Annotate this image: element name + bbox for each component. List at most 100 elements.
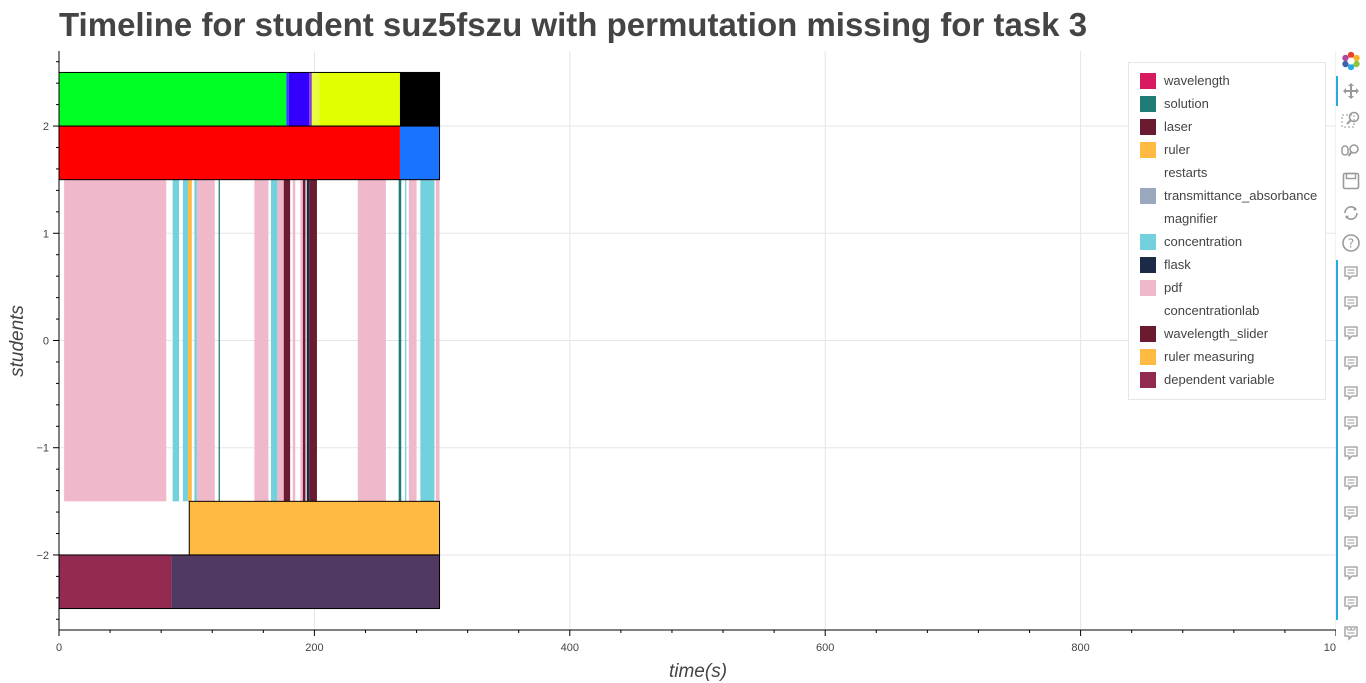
legend-label: wavelength — [1164, 73, 1230, 88]
legend-item[interactable]: ruler measuring — [1140, 345, 1254, 368]
legend-label: laser — [1164, 119, 1193, 134]
toolbar-active-indicator — [1336, 76, 1338, 106]
legend-label: concentrationlab — [1164, 303, 1260, 318]
x-tick-label: 800 — [1071, 642, 1089, 654]
legend-swatch — [1140, 72, 1156, 89]
timeline-segment — [399, 72, 440, 127]
legend-item[interactable]: wavelength_slider — [1140, 322, 1268, 345]
hover-tool-icon[interactable] — [1340, 592, 1362, 614]
timeline-segment — [283, 179, 291, 502]
legend-label: concentration — [1164, 234, 1243, 249]
legend-item[interactable]: ruler — [1140, 138, 1190, 161]
hover-tool-icon[interactable] — [1340, 502, 1362, 524]
legend-swatch — [1140, 348, 1156, 365]
timeline-segment — [59, 72, 287, 127]
legend-item[interactable]: concentrationlab — [1140, 299, 1259, 322]
help-icon[interactable]: ? — [1340, 232, 1362, 254]
legend-item[interactable]: concentration — [1140, 230, 1242, 253]
legend-item[interactable]: magnifier — [1140, 207, 1217, 230]
legend-item[interactable]: transmittance_absorbance — [1140, 184, 1317, 207]
timeline-segment — [270, 179, 278, 502]
hover-tool-icon[interactable] — [1340, 562, 1362, 584]
chart-title: Timeline for student suz5fszu with permu… — [59, 6, 1088, 43]
timeline-bars — [58, 71, 441, 610]
legend-swatch — [1140, 325, 1156, 342]
legend-item[interactable]: pdf — [1140, 276, 1182, 299]
timeline-segment — [398, 179, 402, 502]
reset-icon[interactable] — [1340, 202, 1362, 224]
legend-item[interactable]: flask — [1140, 253, 1191, 276]
legend-label: flask — [1164, 257, 1191, 272]
legend: wavelength solution laser ruler restarts tran… — [1128, 62, 1326, 400]
timeline-segment — [309, 179, 317, 502]
toolbar: ? ··· — [1336, 48, 1366, 641]
x-tick-label: 1000 — [1324, 642, 1336, 654]
timeline-segment — [254, 179, 269, 502]
timeline-segment — [399, 126, 440, 180]
hover-tool-icon[interactable] — [1340, 442, 1362, 464]
legend-label: pdf — [1164, 280, 1183, 295]
toolbar-active-indicator-hover — [1336, 260, 1338, 620]
legend-item[interactable]: restarts — [1140, 161, 1207, 184]
timeline-segment — [187, 179, 192, 502]
timeline-segment — [286, 72, 289, 127]
timeline-segment — [408, 179, 417, 502]
hover-tool-icon[interactable] — [1340, 382, 1362, 404]
legend-label: transmittance_absorbance — [1164, 188, 1318, 203]
timeline-segment — [194, 179, 197, 502]
timeline-segment — [172, 179, 180, 502]
hover-tool-icon[interactable] — [1340, 292, 1362, 314]
legend-swatch — [1140, 233, 1156, 250]
timeline-segment — [288, 72, 310, 127]
hover-tool-icon[interactable] — [1340, 412, 1362, 434]
hover-tool-icon[interactable] — [1340, 622, 1362, 644]
legend-swatch — [1140, 187, 1156, 204]
legend-swatch — [1140, 95, 1156, 112]
pan-icon[interactable] — [1340, 80, 1362, 102]
save-icon[interactable] — [1340, 170, 1362, 192]
axes: 0 200 400 600 800 1000 −2 −1 0 1 2 — [36, 51, 1336, 654]
legend-swatch — [1140, 302, 1156, 319]
timeline-segment — [309, 72, 312, 127]
legend-swatch — [1140, 210, 1156, 227]
timeline-segment — [311, 72, 320, 127]
timeline-segment — [435, 179, 440, 502]
legend-label: magnifier — [1164, 211, 1218, 226]
legend-swatch — [1140, 371, 1156, 388]
more-tools-button[interactable]: ··· — [1345, 622, 1357, 636]
timeline-segment — [420, 179, 435, 502]
legend-swatch — [1140, 118, 1156, 135]
timeline-segment — [302, 179, 306, 502]
hover-tool-icon[interactable] — [1340, 352, 1362, 374]
wheel-zoom-icon[interactable] — [1340, 140, 1362, 162]
box-zoom-icon[interactable] — [1340, 109, 1362, 131]
legend-label: ruler — [1164, 142, 1191, 157]
legend-swatch — [1140, 141, 1156, 158]
legend-item[interactable]: solution — [1140, 92, 1209, 115]
hover-tool-icon[interactable] — [1340, 472, 1362, 494]
legend-label: solution — [1164, 96, 1209, 111]
timeline-segment — [171, 554, 440, 609]
y-tick-label: 1 — [43, 228, 49, 240]
hover-tool-icon[interactable] — [1340, 322, 1362, 344]
legend-item[interactable]: wavelength — [1140, 69, 1230, 92]
x-tick-label: 400 — [561, 642, 579, 654]
hover-tool-icon[interactable] — [1340, 262, 1362, 284]
hover-tool-icon[interactable] — [1340, 532, 1362, 554]
y-axis-title: students — [7, 305, 28, 377]
svg-text:?: ? — [1348, 237, 1354, 251]
timeline-segment — [59, 126, 400, 180]
timeline-segment — [292, 179, 296, 502]
legend-item[interactable]: dependent variable — [1140, 368, 1275, 391]
timeline-segment — [306, 179, 310, 502]
timeline-segment — [59, 554, 172, 609]
timeline-segment — [189, 501, 440, 555]
timeline-segment — [196, 179, 215, 502]
chart-canvas[interactable]: 0 200 400 600 800 1000 −2 −1 0 1 2 time(s) student… — [0, 0, 1336, 683]
timeline-segment — [357, 179, 386, 502]
timeline-segment — [300, 179, 303, 502]
x-tick-label: 0 — [56, 642, 62, 654]
bokeh-logo-icon[interactable] — [1340, 50, 1362, 72]
legend-item[interactable]: laser — [1140, 115, 1192, 138]
legend-swatch — [1140, 279, 1156, 296]
